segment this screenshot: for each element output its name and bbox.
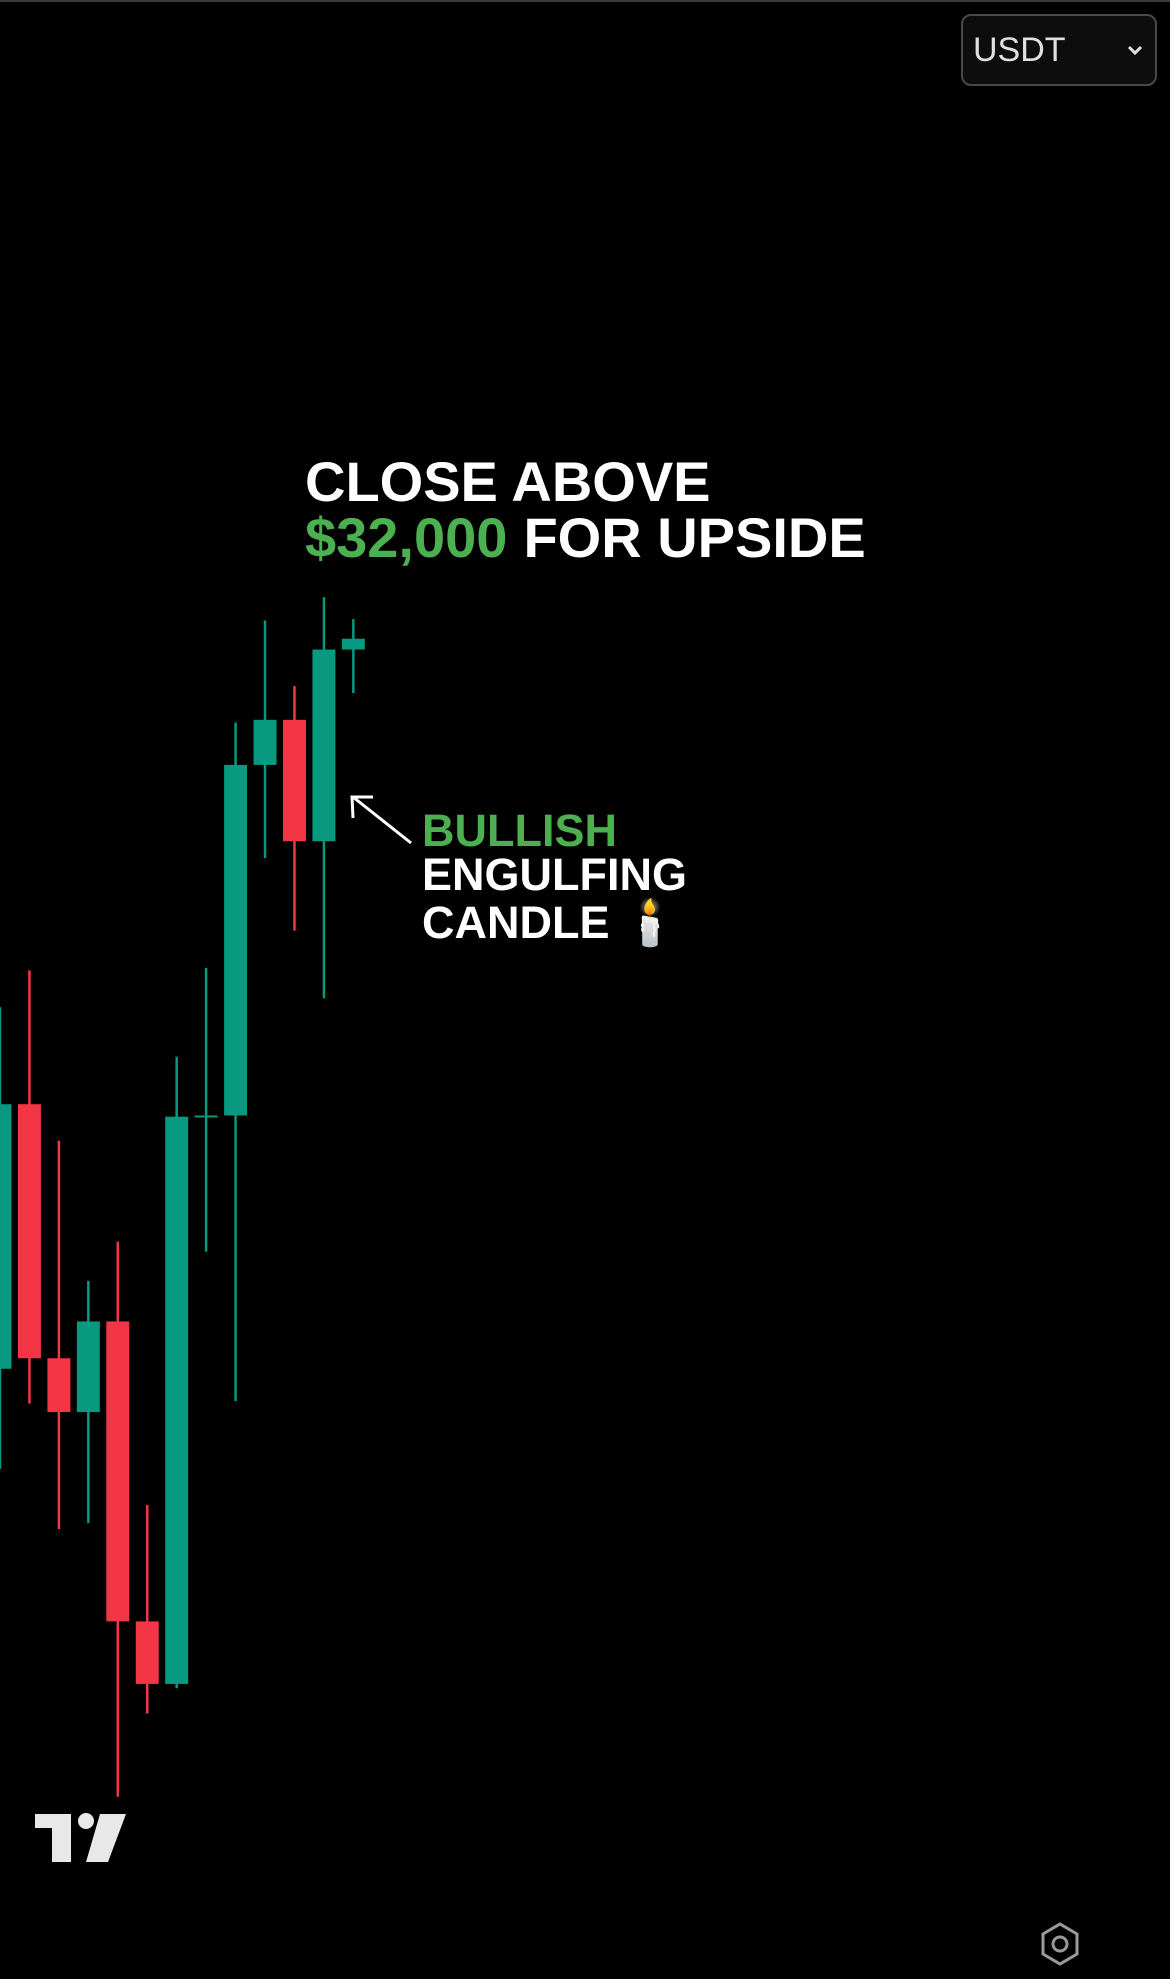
candle-body xyxy=(194,1115,218,1118)
settings-icon-center[interactable] xyxy=(1051,1935,1069,1953)
candle xyxy=(47,1140,71,1530)
currency-select-text[interactable]: USDT xyxy=(973,31,1066,69)
note-line-2: ENGULFING xyxy=(422,849,687,900)
candle-body xyxy=(0,1104,12,1369)
headline-line-2: $32,000 FOR UPSIDE xyxy=(305,506,866,569)
currency-select[interactable]: USDT xyxy=(961,14,1157,86)
candle xyxy=(312,597,336,999)
candle-body xyxy=(106,1321,130,1622)
candle xyxy=(341,619,365,693)
note-line-3: CANDLE 🕯️ xyxy=(422,895,678,948)
settings-icon[interactable] xyxy=(1041,1922,1079,1966)
candle-body xyxy=(312,649,336,842)
note-line-1: BULLISH xyxy=(422,805,617,856)
candle-body xyxy=(253,719,277,765)
candle-body xyxy=(76,1321,100,1413)
candle xyxy=(106,1241,130,1797)
candle xyxy=(224,722,248,1402)
candle-body xyxy=(282,719,306,842)
currency-select-box[interactable] xyxy=(961,14,1157,86)
arrow xyxy=(350,795,412,845)
dropdown-chevron[interactable] xyxy=(1127,45,1143,56)
candle xyxy=(194,967,218,1252)
candle xyxy=(17,970,41,1404)
candle xyxy=(0,1007,12,1469)
candle-body xyxy=(135,1621,159,1684)
candle-body xyxy=(17,1104,41,1359)
tradingview-logo xyxy=(35,1813,126,1862)
candle xyxy=(282,686,306,931)
headline-rest: FOR UPSIDE xyxy=(523,506,865,569)
candle-body xyxy=(165,1116,189,1684)
candles xyxy=(0,597,365,1797)
candle xyxy=(165,1056,189,1689)
candle-body xyxy=(341,638,365,650)
candle xyxy=(253,620,277,858)
settings-button[interactable] xyxy=(1041,1922,1079,1966)
headline-line-1: CLOSE ABOVE xyxy=(305,450,711,513)
candle xyxy=(135,1504,159,1714)
candle-body xyxy=(224,764,248,1116)
candle-body xyxy=(47,1358,71,1413)
candle xyxy=(76,1280,100,1524)
headline-price: $32,000 xyxy=(305,506,507,569)
